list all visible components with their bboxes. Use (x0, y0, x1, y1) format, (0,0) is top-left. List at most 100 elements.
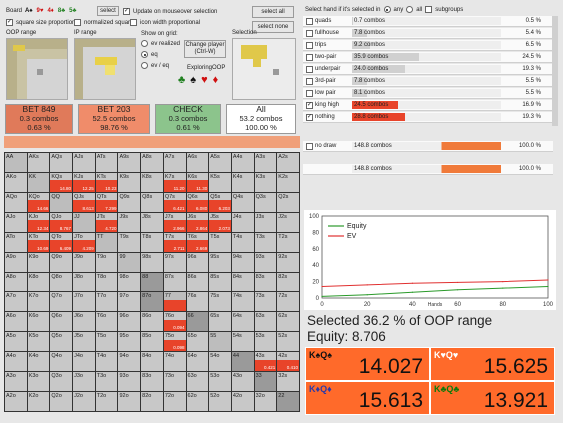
matrix-cell[interactable]: 32o (254, 392, 277, 411)
matrix-cell[interactable]: J9o (73, 252, 95, 272)
hand-class-row[interactable]: 3rd-pair 7.8 combos 5.5 % (303, 76, 553, 87)
matrix-cell[interactable]: 86s (186, 272, 209, 292)
matrix-cell[interactable]: QJs 8.613 (73, 192, 95, 212)
matrix-cell[interactable]: 64s (231, 312, 254, 332)
matrix-cell[interactable]: T7o (95, 292, 118, 312)
matrix-cell[interactable]: K6s 11.30 (186, 172, 209, 192)
matrix-cell[interactable]: JJ (73, 212, 95, 232)
all-radio[interactable] (406, 6, 414, 13)
matrix-cell[interactable]: T8s (141, 232, 163, 252)
matrix-cell[interactable]: T6s 2.669 (186, 232, 209, 252)
matrix-cell[interactable]: 82s (277, 272, 299, 292)
matrix-cell[interactable]: A8s (141, 153, 163, 172)
square-size-checkbox[interactable]: ✓ (6, 19, 13, 26)
matrix-cell[interactable]: Q8o (50, 272, 73, 292)
matrix-cell[interactable]: K5s (209, 172, 231, 192)
matrix-cell[interactable]: Q4s (231, 192, 254, 212)
matrix-cell[interactable]: J7s 2.966 (163, 212, 186, 232)
subgroups-checkbox[interactable] (425, 6, 433, 13)
hand-class-checkbox[interactable]: ✓ (306, 113, 313, 121)
matrix-cell[interactable]: J8s (141, 212, 163, 232)
matrix-cell[interactable]: AJs (73, 153, 95, 172)
matrix-cell[interactable]: 72o (163, 392, 186, 411)
icon-width-checkbox[interactable] (130, 19, 137, 26)
summary-box-bet-849[interactable]: BET 849 0.3 combos 0.63 % (5, 104, 73, 134)
matrix-cell[interactable]: 75o 0.098 (163, 332, 186, 352)
matrix-cell[interactable]: T6o (95, 312, 118, 332)
matrix-cell[interactable]: 96s (186, 252, 209, 272)
matrix-cell[interactable]: T5s (209, 232, 231, 252)
hand-class-row[interactable]: trips 9.2 combos 6.5 % (303, 40, 553, 51)
hand-equity-box[interactable]: K♠Q♠ 14.027 (305, 347, 430, 381)
board-card[interactable]: 8♣ (57, 8, 66, 14)
ev-realized-radio[interactable] (141, 40, 148, 47)
matrix-cell[interactable]: 54o (209, 352, 231, 372)
matrix-cell[interactable]: A7o (5, 292, 27, 312)
matrix-cell[interactable]: 52o (209, 392, 231, 411)
matrix-cell[interactable]: T2s (277, 232, 299, 252)
matrix-cell[interactable]: J5o (73, 332, 95, 352)
matrix-cell[interactable]: J4o (73, 352, 95, 372)
matrix-cell[interactable]: 98o (118, 272, 141, 292)
matrix-cell[interactable]: T4o (95, 352, 118, 372)
matrix-cell[interactable]: AA (5, 153, 27, 172)
matrix-cell[interactable]: 54s (231, 332, 254, 352)
matrix-cell[interactable]: TT (95, 232, 118, 252)
matrix-cell[interactable]: 84s (231, 272, 254, 292)
matrix-cell[interactable]: 52s (277, 332, 299, 352)
matrix-cell[interactable]: K6o (27, 312, 50, 332)
matrix-cell[interactable]: T9o (95, 252, 118, 272)
select-all-button[interactable]: select all (252, 6, 294, 18)
ev-eq-radio[interactable] (141, 62, 148, 69)
matrix-cell[interactable]: 95s (209, 252, 231, 272)
matrix-cell[interactable]: 82o (141, 392, 163, 411)
matrix-cell[interactable]: Q9s (118, 192, 141, 212)
matrix-cell[interactable]: A3o (5, 372, 27, 392)
matrix-cell[interactable]: K7o (27, 292, 50, 312)
ip-range-thumbnail[interactable] (74, 38, 136, 100)
matrix-cell[interactable]: 98s (141, 252, 163, 272)
matrix-cell[interactable]: T4s (231, 232, 254, 252)
summary-box-bet-203[interactable]: BET 203 52.5 combos 98.76 % (78, 104, 150, 134)
matrix-cell[interactable]: 65s (209, 312, 231, 332)
summary-box-check[interactable]: CHECK 0.3 combos 0.61 % (155, 104, 221, 134)
matrix-cell[interactable]: A2o (5, 392, 27, 411)
matrix-cell[interactable]: 93o (118, 372, 141, 392)
matrix-cell[interactable]: Q2o (50, 392, 73, 411)
matrix-cell[interactable]: 85s (209, 272, 231, 292)
matrix-cell[interactable]: K7s 11.20 (163, 172, 186, 192)
selection-thumbnail[interactable] (232, 38, 296, 100)
change-player-button[interactable]: Change player (Ctrl-W) (184, 40, 226, 58)
matrix-cell[interactable]: QJo 8.767 (50, 212, 73, 232)
update-mouseover-option[interactable]: ✓ Update on mouseover selection (123, 8, 217, 15)
matrix-cell[interactable]: 87s (163, 272, 186, 292)
matrix-cell[interactable]: K9s (118, 172, 141, 192)
matrix-cell[interactable]: J9s (118, 212, 141, 232)
hand-class-row[interactable]: two-pair 35.9 combos 24.5 % (303, 52, 553, 63)
matrix-cell[interactable]: K5o (27, 332, 50, 352)
matrix-cell[interactable]: 66 (186, 312, 209, 332)
matrix-cell[interactable]: A5o (5, 332, 27, 352)
hand-class-scrollbar[interactable] (552, 16, 558, 126)
matrix-cell[interactable]: KTo 10.69 (27, 232, 50, 252)
matrix-cell[interactable]: A6s (186, 153, 209, 172)
matrix-cell[interactable]: 73o (163, 372, 186, 392)
matrix-cell[interactable]: 85o (141, 332, 163, 352)
matrix-cell[interactable]: 53s (254, 332, 277, 352)
board-card[interactable]: A♠ (25, 8, 33, 14)
select-none-button[interactable]: select none (252, 21, 294, 33)
matrix-cell[interactable]: 76s (186, 292, 209, 312)
matrix-cell[interactable]: K9o (27, 252, 50, 272)
hand-equity-box[interactable]: K♥Q♥ 15.625 (430, 347, 555, 381)
matrix-cell[interactable]: 22 (277, 392, 299, 411)
matrix-cell[interactable]: 86o (141, 312, 163, 332)
hand-class-row[interactable]: underpair 24.0 combos 19.3 % (303, 64, 553, 75)
update-mouseover-checkbox[interactable]: ✓ (123, 8, 130, 15)
matrix-cell[interactable]: 99 (118, 252, 141, 272)
matrix-cell[interactable]: 92s (277, 252, 299, 272)
no-draw-checkbox[interactable] (306, 142, 313, 150)
any-radio[interactable] (383, 6, 391, 13)
matrix-cell[interactable]: T3s (254, 232, 277, 252)
matrix-cell[interactable]: 77 (163, 292, 186, 312)
matrix-cell[interactable]: J2s (277, 212, 299, 232)
